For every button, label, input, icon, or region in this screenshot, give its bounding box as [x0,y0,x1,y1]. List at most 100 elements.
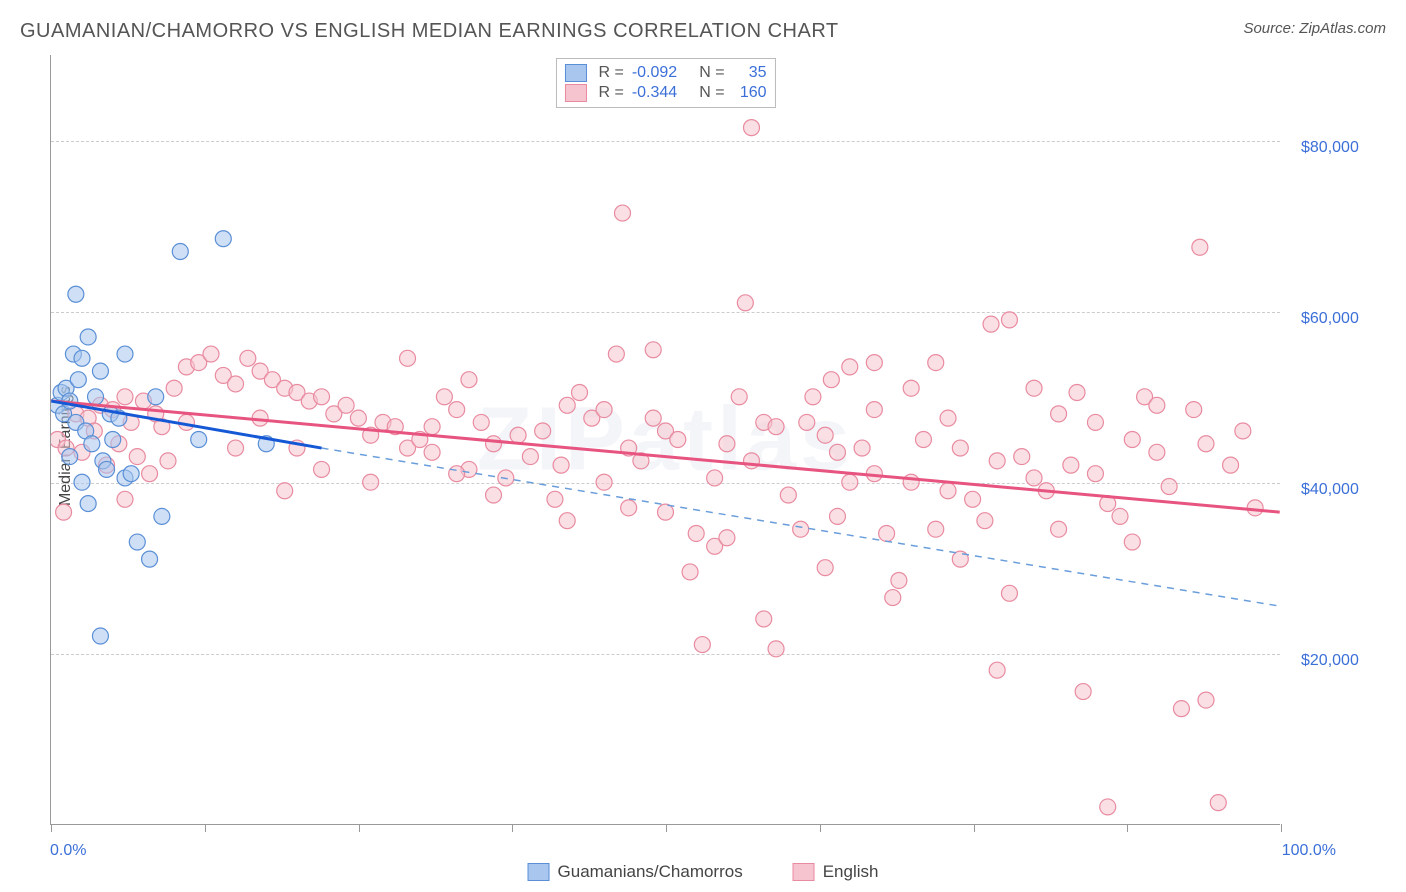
data-point [129,449,145,465]
data-point [92,628,108,644]
data-point [70,372,86,388]
data-point [277,483,293,499]
x-tick [512,824,513,832]
n-value-blue: 35 [733,64,767,82]
data-point [314,389,330,405]
data-point [56,504,72,520]
data-point [1051,406,1067,422]
data-point [99,461,115,477]
data-point [829,508,845,524]
data-point [903,474,919,490]
x-axis-min-label: 0.0% [50,842,86,860]
data-point [461,372,477,388]
data-point [1192,239,1208,255]
data-point [1001,312,1017,328]
data-point [1063,457,1079,473]
data-point [166,380,182,396]
data-point [645,342,661,358]
x-tick [1281,824,1282,832]
data-point [989,453,1005,469]
data-point [743,120,759,136]
x-tick [1127,824,1128,832]
data-point [952,440,968,456]
data-point [817,560,833,576]
data-point [1001,585,1017,601]
data-point [719,436,735,452]
data-point [780,487,796,503]
data-point [424,419,440,435]
data-point [80,329,96,345]
data-point [596,474,612,490]
data-point [449,402,465,418]
y-tick-label: $80,000 [1301,139,1359,157]
legend-label-blue: Guamanians/Chamorros [558,862,743,882]
n-label: N = [699,84,724,102]
data-point [1124,534,1140,550]
data-point [743,453,759,469]
legend-label-pink: English [823,862,879,882]
data-point [473,414,489,430]
data-point [88,389,104,405]
data-point [842,359,858,375]
data-point [142,466,158,482]
data-point [74,474,90,490]
data-point [203,346,219,362]
data-point [891,572,907,588]
r-value-pink: -0.344 [632,84,677,102]
data-point [1161,479,1177,495]
data-point [596,402,612,418]
data-point [1198,692,1214,708]
data-point [1149,444,1165,460]
data-point [74,350,90,366]
data-point [965,491,981,507]
data-point [1026,470,1042,486]
data-point [928,521,944,537]
data-point [707,470,723,486]
r-label: R = [598,64,623,82]
data-point [885,590,901,606]
data-point [805,389,821,405]
data-point [1186,402,1202,418]
stats-row-pink: R = -0.344 N = 160 [562,83,768,103]
data-point [670,432,686,448]
source-attribution: Source: ZipAtlas.com [1243,20,1386,37]
data-point [952,551,968,567]
data-point [1026,380,1042,396]
data-point [682,564,698,580]
data-point [879,525,895,541]
data-point [866,402,882,418]
legend-item-pink: English [793,862,879,882]
x-axis-max-label: 100.0% [1282,842,1336,860]
data-point [915,432,931,448]
data-point [1087,466,1103,482]
data-point [799,414,815,430]
data-point [1223,457,1239,473]
data-point [645,410,661,426]
data-point [105,432,121,448]
data-point [903,380,919,396]
data-point [92,363,108,379]
x-tick [51,824,52,832]
data-point [522,449,538,465]
data-point [547,491,563,507]
trend-line [322,448,1280,606]
n-value-pink: 160 [733,84,767,102]
y-tick-label: $60,000 [1301,310,1359,328]
data-point [117,346,133,362]
data-point [1069,385,1085,401]
data-point [1173,701,1189,717]
data-point [172,244,188,260]
data-point [1087,414,1103,430]
data-point [983,316,999,332]
y-tick-label: $40,000 [1301,481,1359,499]
x-tick [820,824,821,832]
x-tick [205,824,206,832]
n-label: N = [699,64,724,82]
r-label: R = [598,84,623,102]
data-point [142,551,158,567]
data-point [80,496,96,512]
data-point [719,530,735,546]
data-point [350,410,366,426]
legend-item-blue: Guamanians/Chamorros [528,862,743,882]
data-point [84,436,100,452]
